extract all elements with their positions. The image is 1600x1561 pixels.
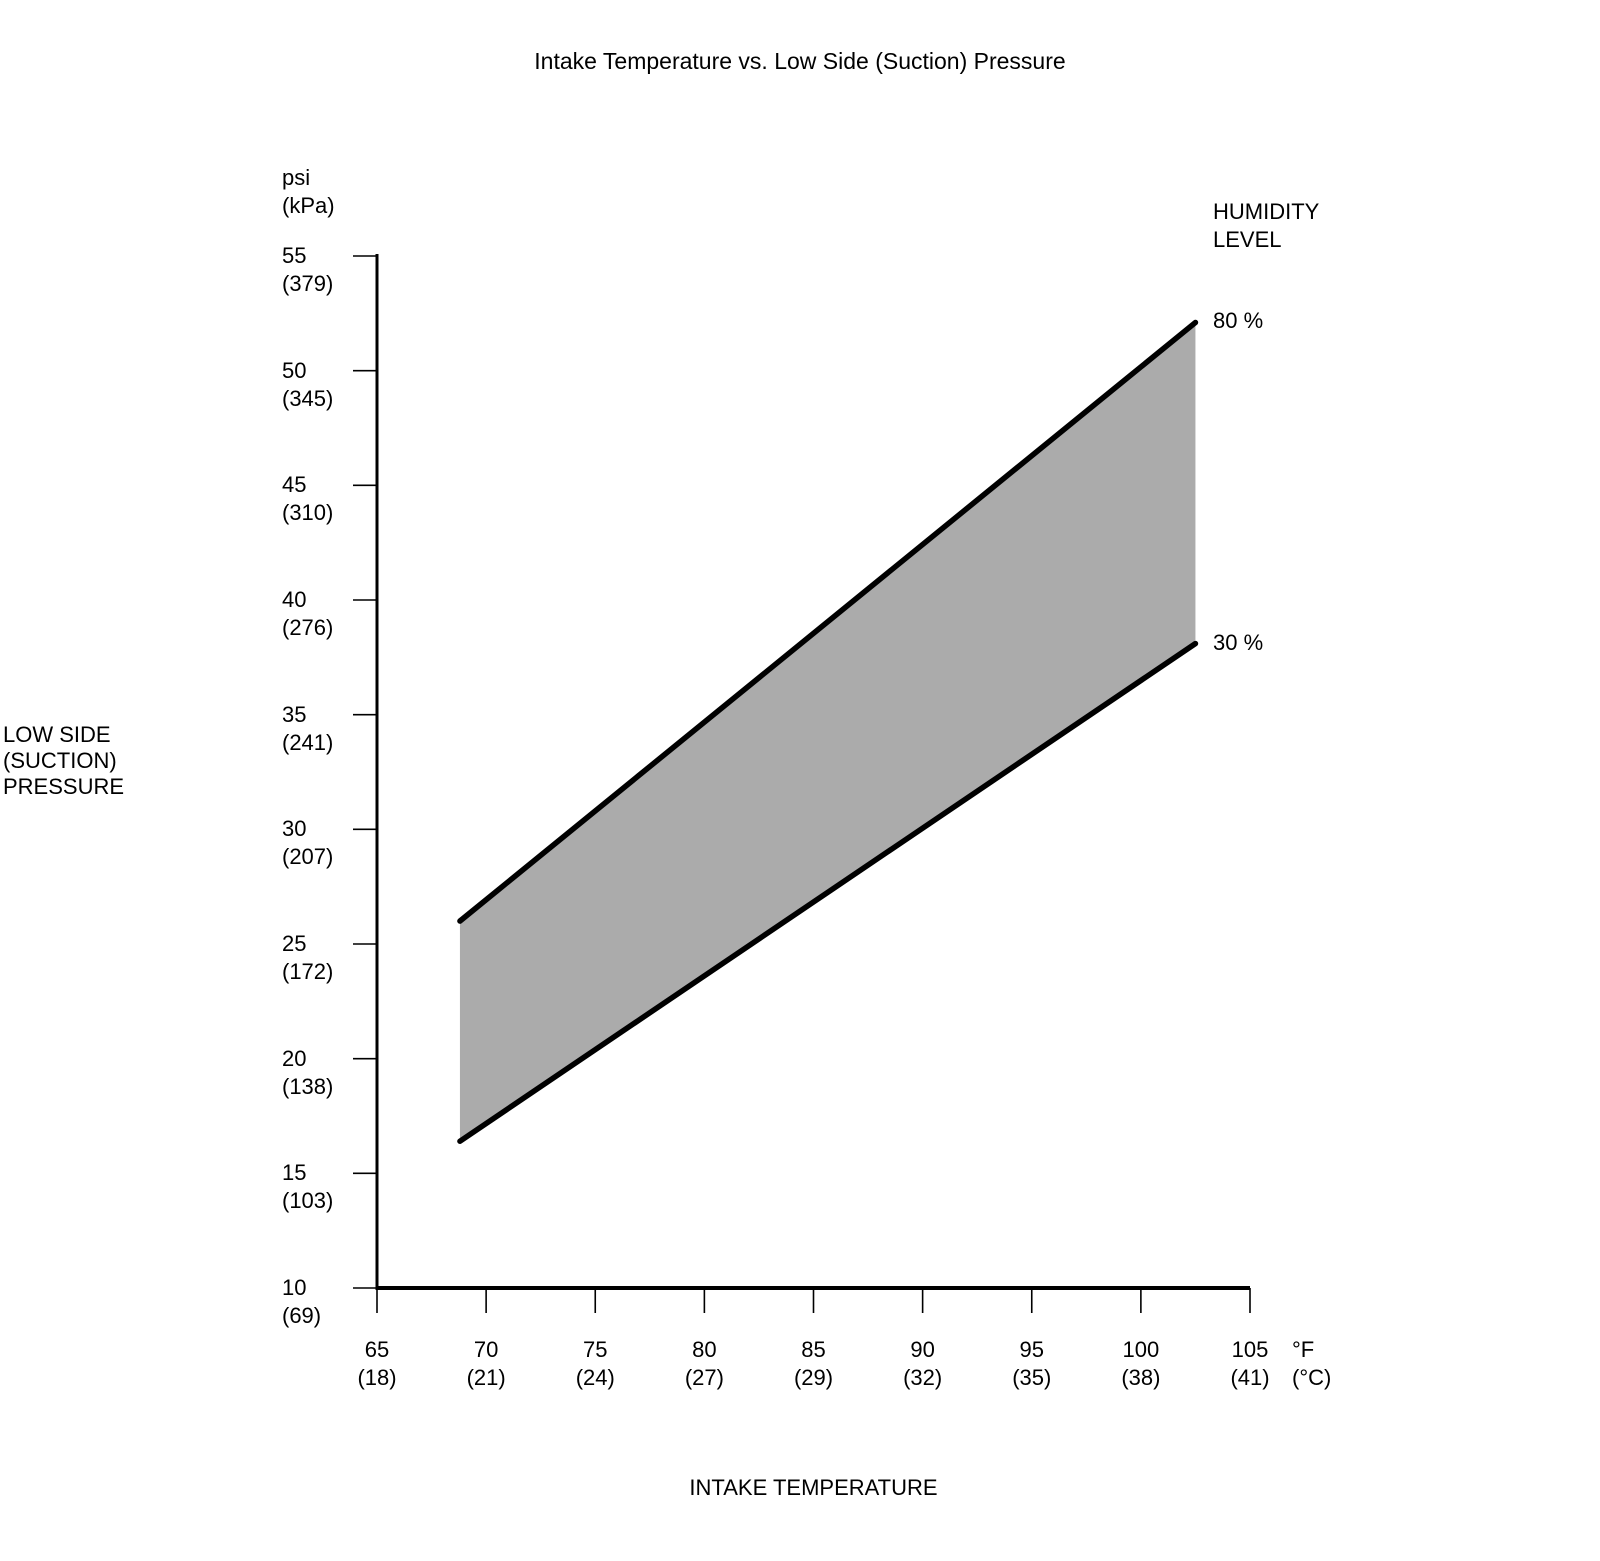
x-tick-label-100-value: 100 <box>1122 1337 1160 1362</box>
x-tick-label-80-metric-value: (27) <box>684 1365 724 1390</box>
x-tick-label-100: 100 (38) <box>1081 1336 1201 1392</box>
chart-title: Intake Temperature vs. Low Side (Suction… <box>534 48 1066 74</box>
humidity-line-80 <box>457 319 1199 924</box>
x-tick-label-105: 105 (41) <box>1190 1336 1310 1392</box>
x-tick-label-70: 70 (21) <box>426 1336 546 1392</box>
y-tick-label-15: 15 (103) <box>282 1159 377 1215</box>
y-tick-label-40: 40 (276) <box>282 586 377 642</box>
y-tick-label-20: 20 (138) <box>282 1045 377 1101</box>
y-tick-label-30-metric-value: (207) <box>282 844 334 870</box>
x-tick-label-80-value: 80 <box>692 1337 717 1362</box>
x-tick-label-75: 75 (24) <box>535 1336 655 1392</box>
y-tick-label-30: 30 (207) <box>282 815 377 871</box>
x-tick-label-85-metric-value: (29) <box>793 1365 834 1390</box>
x-tick-label-85-value: 85 <box>801 1337 826 1362</box>
x-tick-label-70-value: 70 <box>473 1337 499 1362</box>
x-tick-label-90-metric-value: (32) <box>903 1365 943 1390</box>
y-tick-label-35: 35 (241) <box>282 701 377 757</box>
y-unit-line-kpa: (kPa) <box>282 193 335 218</box>
x-tick-label-100-metric-value: (38) <box>1121 1365 1161 1390</box>
legend-entry-30-percent: 30 % <box>1213 629 1264 655</box>
y-tick-label-40-metric-value: (276) <box>282 615 334 640</box>
y-tick-label-25-metric-value: (172) <box>282 959 334 984</box>
y-tick-label-45-value: 45 <box>282 472 307 498</box>
x-axis-title: INTAKE TEMPERATURE <box>689 1475 938 1500</box>
y-tick-label-35-value: 35 <box>282 701 307 727</box>
humidity-line-30 <box>457 640 1199 1144</box>
y-axis-title-line-1: LOW SIDE <box>3 722 111 747</box>
y-tick-label-50-value: 50 <box>282 357 307 383</box>
legend-title-line-2: LEVEL <box>1213 227 1282 252</box>
y-tick-label-50-metric-value: (345) <box>282 385 334 411</box>
y-tick-label-20-metric-value: (138) <box>282 1073 334 1099</box>
x-tick-label-70-metric-value: (21) <box>466 1365 506 1390</box>
x-tick-label-105-metric-value: (41) <box>1230 1365 1270 1390</box>
x-tick-label-75-metric-value: (24) <box>575 1365 615 1390</box>
y-tick-label-45-metric-value: (310) <box>282 500 334 526</box>
y-tick-label-55-value: 55 <box>282 243 307 268</box>
x-tick-label-80: 80 (27) <box>644 1336 764 1392</box>
y-tick-label-15-value: 15 <box>282 1160 307 1186</box>
y-tick-label-50: 50 (345) <box>282 357 377 413</box>
y-tick-label-10-metric-value: (69) <box>282 1303 322 1328</box>
y-tick-label-30-value: 30 <box>282 816 307 842</box>
y-unit-line-psi: psi <box>282 165 311 190</box>
x-unit-line-f: °F <box>1292 1337 1315 1362</box>
y-tick-label-20-value: 20 <box>282 1045 307 1071</box>
y-tick-label-10-value: 10 <box>282 1275 307 1300</box>
x-tick-label-95-value: 95 <box>1019 1337 1044 1362</box>
x-tick-label-85: 85 (29) <box>754 1336 874 1392</box>
y-tick-label-10: 10 (69) <box>282 1274 377 1330</box>
y-tick-label-35-metric-value: (241) <box>282 729 334 755</box>
y-tick-label-45: 45 (310) <box>282 471 377 527</box>
y-axis-title-line-2: (SUCTION) <box>3 748 117 773</box>
x-tick-label-75-value: 75 <box>583 1337 608 1362</box>
x-unit-line-c: (°C) <box>1292 1365 1332 1390</box>
y-tick-label-55-metric-value: (379) <box>282 271 334 296</box>
x-tick-label-90-value: 90 <box>910 1337 935 1362</box>
y-axis-title: LOW SIDE (SUCTION) PRESSURE <box>3 722 124 800</box>
humidity-band <box>459 322 1196 1142</box>
x-tick-label-65-metric-value: (18) <box>357 1365 397 1390</box>
legend-title: HUMIDITY LEVEL <box>1213 198 1319 254</box>
x-tick-label-90: 90 (32) <box>863 1336 983 1392</box>
x-tick-label-65: 65 (18) <box>317 1336 437 1392</box>
x-tick-label-65-value: 65 <box>364 1337 390 1362</box>
x-tick-label-105-value: 105 <box>1231 1337 1269 1362</box>
y-tick-label-25-value: 25 <box>282 931 307 956</box>
y-tick-label-55: 55 (379) <box>282 242 377 298</box>
y-tick-label-15-metric-value: (103) <box>282 1188 334 1214</box>
x-tick-label-95-metric-value: (35) <box>1012 1365 1052 1390</box>
y-tick-label-25: 25 (172) <box>282 930 377 986</box>
y-axis-title-line-3: PRESSURE <box>3 774 125 799</box>
x-tick-label-95: 95 (35) <box>972 1336 1092 1392</box>
x-axis-unit-label: °F (°C) <box>1292 1336 1331 1392</box>
legend-entry-80-percent: 80 % <box>1213 307 1264 333</box>
y-axis-unit-label: psi (kPa) <box>282 164 335 220</box>
y-tick-label-40-value: 40 <box>282 587 307 612</box>
legend-title-line-1: HUMIDITY <box>1213 199 1320 224</box>
